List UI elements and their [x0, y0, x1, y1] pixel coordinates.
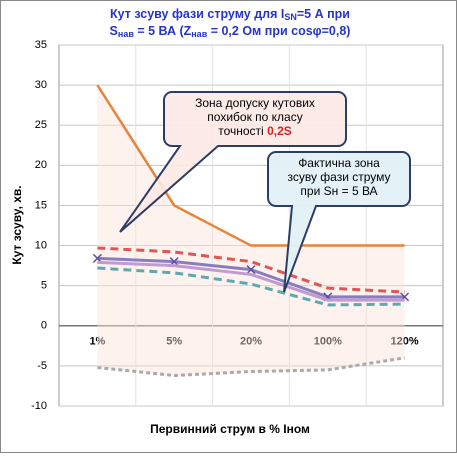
y-tick-label: 5: [41, 280, 47, 292]
y-tick-label: 20: [35, 159, 47, 171]
callout-highlight: 0,2S: [267, 124, 292, 138]
x-tick-label: 1%: [89, 336, 105, 348]
x-tick-label: 5%: [166, 336, 182, 348]
callout-text: Зона допуску кутових: [195, 96, 315, 110]
chart-title: Sнав = 5 ВА (Zнав = 0,2 Ом при cosφ=0,8): [110, 24, 351, 39]
callout-text: при Sн = 5 ВА: [300, 184, 377, 198]
series-line: [97, 260, 405, 302]
x-tick-label: 100%: [314, 336, 342, 348]
y-tick-label: 25: [35, 119, 47, 131]
callout-box: [267, 151, 411, 293]
y-tick-label: 15: [35, 199, 47, 211]
y-tick-label: 10: [35, 239, 47, 251]
y-tick-label: -10: [31, 400, 47, 412]
title-part: = 5 ВА (Z: [134, 24, 192, 38]
y-tick-label: 0: [41, 320, 47, 332]
y-tick-label: 35: [35, 39, 47, 51]
title-part: =5 А при: [297, 7, 350, 21]
series-line: [97, 356, 405, 378]
title-part: = 0,2 Ом при cosφ=0,8): [207, 24, 350, 38]
x-tick-label: 120%: [391, 336, 419, 348]
callout-text: зсуву фази струму: [287, 170, 390, 184]
callout-text: похибок по класу: [207, 110, 302, 124]
zone-fill: [97, 85, 405, 376]
x-tick-label: 20%: [240, 336, 262, 348]
chart-title: Кут зсуву фази струму для ISN=5 А при: [110, 7, 350, 22]
callout-text: Фактична зона: [298, 156, 380, 170]
marker: [246, 265, 256, 275]
callout-text-part: точності: [218, 124, 267, 138]
x-axis-label: Первинний струм в % Іном: [150, 422, 310, 436]
title-part: S: [110, 24, 118, 38]
title-part: Кут зсуву фази струму для I: [110, 7, 284, 21]
y-axis-label: Кут зсуву, хв.: [10, 185, 24, 264]
series-line: [97, 246, 405, 294]
title-part: SN: [284, 12, 297, 22]
title-part: нав: [191, 29, 207, 39]
callout-text: точності 0,2S: [218, 124, 292, 138]
y-tick-label: -5: [37, 360, 47, 372]
series-line: [96, 84, 405, 247]
title-part: нав: [118, 29, 134, 39]
callout-box: [119, 91, 347, 233]
y-tick-label: 30: [35, 79, 47, 91]
